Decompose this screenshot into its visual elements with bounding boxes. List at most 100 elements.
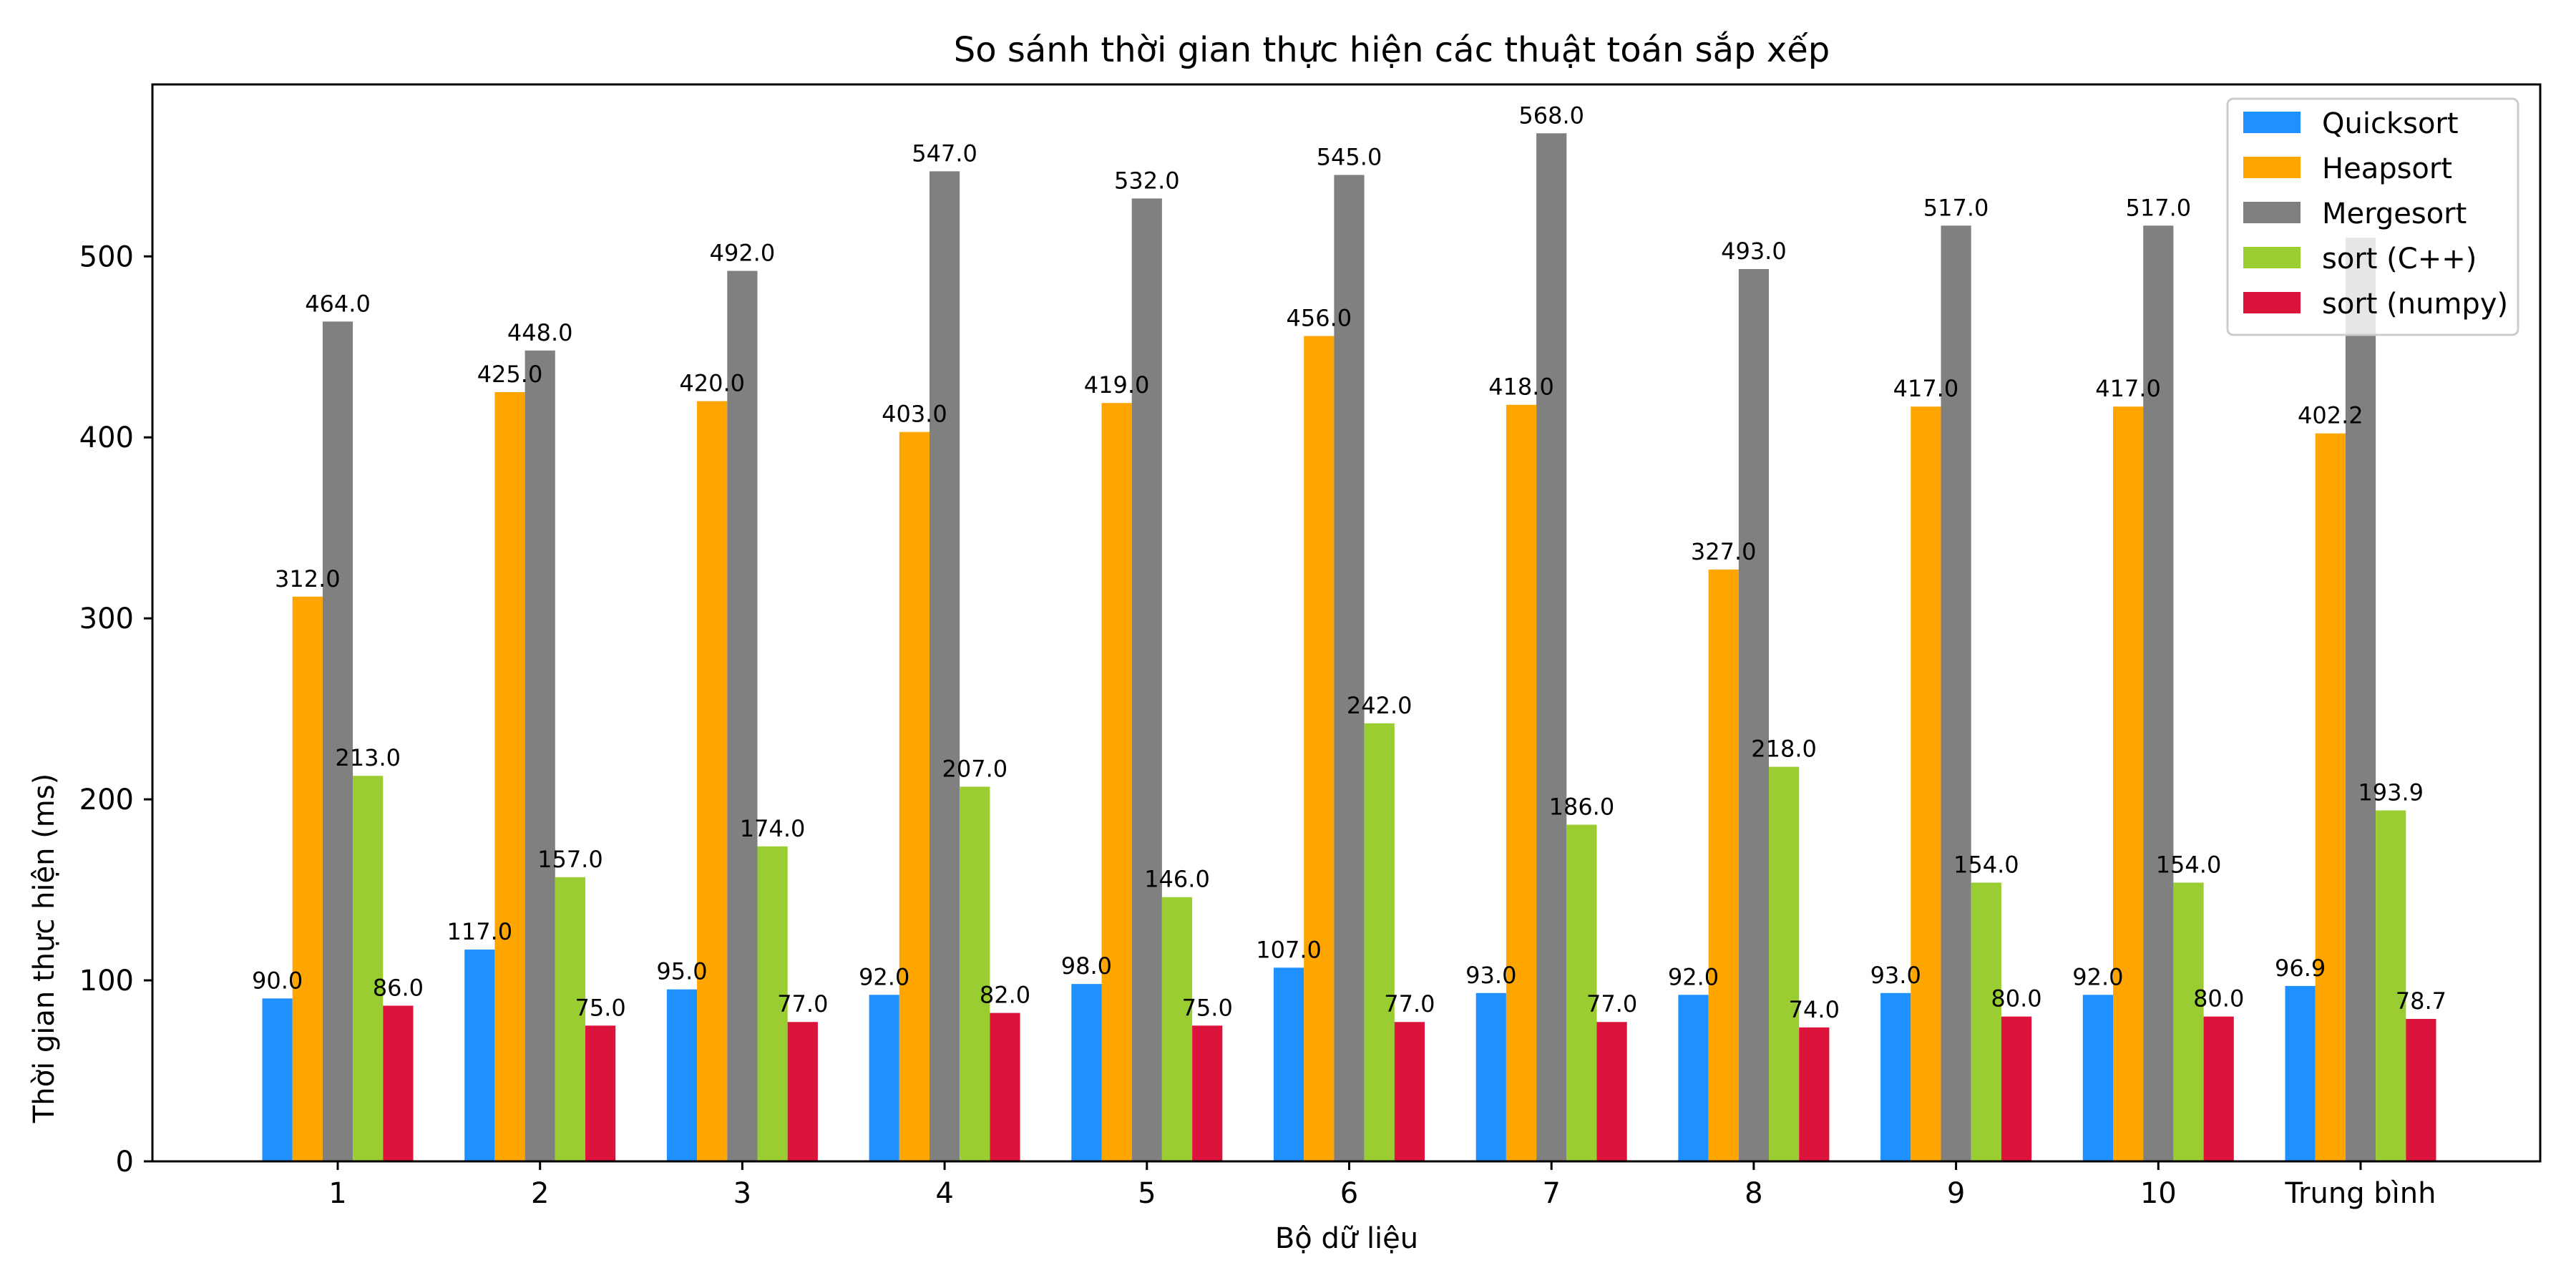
- bar: [555, 877, 585, 1161]
- bar: [960, 786, 990, 1161]
- bar: [1131, 198, 1162, 1162]
- data-label: 242.0: [1347, 692, 1413, 719]
- data-label: 419.0: [1084, 371, 1150, 399]
- data-label: 93.0: [1870, 962, 1921, 989]
- bar: [1708, 569, 1739, 1161]
- legend-swatch: [2243, 112, 2301, 133]
- data-label: 154.0: [2156, 851, 2222, 878]
- data-label: 417.0: [2095, 375, 2161, 402]
- bar: [2082, 995, 2113, 1161]
- plot-frame: [151, 83, 2542, 1163]
- legend-swatch: [2243, 292, 2301, 313]
- data-label: 157.0: [537, 846, 603, 873]
- bar: [666, 989, 698, 1161]
- data-label: 75.0: [1182, 994, 1233, 1021]
- data-label: 77.0: [1384, 990, 1435, 1018]
- bars-layer: [262, 133, 2436, 1162]
- bar: [1880, 992, 1911, 1161]
- bar: [1304, 336, 1335, 1162]
- data-label: 92.0: [859, 963, 909, 990]
- bar: [2203, 1016, 2234, 1161]
- data-label: 77.0: [777, 990, 828, 1018]
- bar: [757, 846, 788, 1161]
- data-label: 82.0: [980, 982, 1030, 1009]
- x-tick-label: Trung bình: [2284, 1177, 2436, 1210]
- bar: [1536, 133, 1567, 1161]
- x-tick-label: 3: [733, 1177, 751, 1210]
- data-label: 218.0: [1751, 736, 1817, 763]
- bar: [869, 995, 899, 1161]
- data-label: 86.0: [373, 974, 424, 1001]
- bar: [2376, 810, 2406, 1161]
- data-label: 92.0: [1668, 963, 1719, 990]
- bar: [1911, 406, 1941, 1161]
- bar: [2173, 882, 2204, 1161]
- data-label: 213.0: [335, 744, 401, 771]
- bar: [1071, 984, 1102, 1161]
- data-label: 545.0: [1317, 143, 1382, 170]
- bar: [1678, 995, 1709, 1161]
- bar: [292, 596, 323, 1161]
- bar: [1941, 225, 1971, 1161]
- data-label: 312.0: [275, 565, 341, 592]
- bar: [383, 1005, 414, 1161]
- data-label: 90.0: [252, 967, 303, 994]
- legend-label: sort (numpy): [2322, 288, 2508, 321]
- bar: [1394, 1022, 1425, 1161]
- legend-label: sort (C++): [2322, 243, 2477, 275]
- bar: [262, 998, 293, 1161]
- legend-swatch: [2243, 157, 2301, 178]
- data-label: 517.0: [1923, 194, 1989, 221]
- data-label: 92.0: [2072, 963, 2123, 990]
- data-label: 547.0: [912, 140, 977, 167]
- data-label: 80.0: [1991, 985, 2041, 1013]
- bar: [2345, 238, 2376, 1161]
- bar: [1769, 766, 1800, 1161]
- bar: [2113, 406, 2144, 1161]
- x-axis-label: Bộ dữ liệu: [1275, 1222, 1418, 1255]
- data-label: 98.0: [1061, 952, 1112, 980]
- bar: [1971, 882, 2001, 1161]
- x-tick-label: 7: [1542, 1177, 1560, 1210]
- legend: Quicksort Heapsort Mergesort sort (C++) sort…: [2226, 97, 2519, 336]
- x-axis: 1 2 3 4 5 6 7 8 9 10 Trung bình: [328, 1161, 2436, 1210]
- bar: [1274, 967, 1304, 1161]
- chart-title: So sánh thời gian thực hiện các thuật to…: [954, 30, 1830, 70]
- data-label: 186.0: [1549, 794, 1615, 821]
- data-label: 418.0: [1488, 374, 1554, 401]
- legend-label: Heapsort: [2322, 152, 2452, 185]
- data-label: 456.0: [1286, 305, 1352, 332]
- y-tick-label: 200: [79, 784, 134, 816]
- data-label: 493.0: [1721, 238, 1787, 265]
- bar: [1334, 175, 1365, 1162]
- y-tick-label: 0: [116, 1146, 134, 1179]
- data-label: 75.0: [575, 994, 625, 1021]
- bar: [1475, 992, 1506, 1161]
- data-label: 77.0: [1586, 990, 1637, 1018]
- bar: [494, 392, 525, 1161]
- bar: [353, 776, 384, 1161]
- bar: [2143, 225, 2174, 1161]
- bar: [1566, 824, 1597, 1161]
- y-tick-label: 400: [79, 421, 134, 454]
- data-label: 117.0: [447, 918, 512, 945]
- data-label: 193.9: [2358, 779, 2424, 806]
- data-label: 425.0: [477, 361, 543, 388]
- x-tick-label: 5: [1138, 1177, 1156, 1210]
- data-label: 448.0: [507, 319, 573, 346]
- data-label: 93.0: [1465, 962, 1516, 989]
- data-label: 95.0: [656, 958, 707, 985]
- y-tick-label: 100: [79, 965, 134, 997]
- bar: [585, 1025, 616, 1161]
- legend-label: Quicksort: [2322, 107, 2459, 140]
- bar: [1506, 404, 1537, 1162]
- y-axis-label: Thời gian thực hiện (ms): [28, 774, 61, 1123]
- bar: [1101, 403, 1132, 1162]
- data-label: 420.0: [679, 370, 745, 397]
- x-tick-label: 9: [1947, 1177, 1965, 1210]
- bar: [1596, 1022, 1627, 1161]
- bar: [2001, 1016, 2032, 1161]
- bar: [1161, 897, 1193, 1161]
- bar: [2285, 985, 2316, 1161]
- legend-swatch: [2243, 202, 2301, 223]
